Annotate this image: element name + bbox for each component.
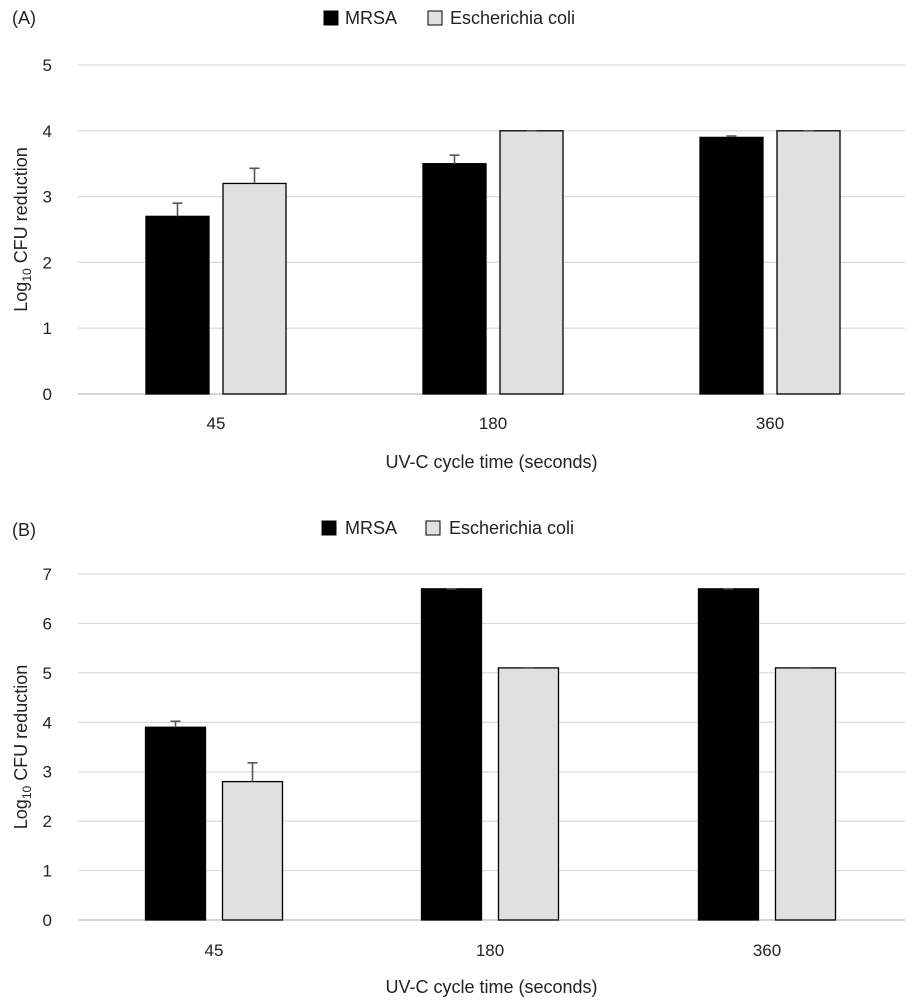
legend: MRSA Escherichia coli [321, 518, 574, 538]
legend-swatch-ecoli [425, 520, 441, 536]
x-tick-label: 360 [753, 941, 781, 960]
y-tick-label: 5 [43, 664, 52, 683]
y-axis-title-base: Log [11, 799, 31, 829]
y-axis-title-subscript: 10 [20, 786, 34, 800]
y-tick-label: 0 [43, 911, 52, 930]
legend-label-ecoli: Escherichia coli [449, 518, 574, 538]
bar-ecoli [774, 667, 837, 921]
bar-mrsa [699, 136, 764, 395]
y-tick-label: 1 [43, 319, 52, 338]
y-tick-label: 7 [43, 565, 52, 584]
y-tick-label: 4 [43, 122, 52, 141]
y-axis-title: Log10 CFU reduction [11, 147, 34, 311]
bar-ecoli [222, 182, 287, 395]
bar-mrsa [145, 215, 210, 395]
legend-label-mrsa: MRSA [345, 8, 397, 28]
y-tick-label: 5 [43, 56, 52, 75]
x-axis-title: UV-C cycle time (seconds) [385, 977, 597, 997]
y-axis-title: Log10 CFU reduction [11, 665, 34, 829]
legend-label-ecoli: Escherichia coli [450, 8, 575, 28]
y-tick-label: 0 [43, 385, 52, 404]
y-tick-label: 4 [43, 713, 52, 732]
x-tick-label: 360 [756, 414, 784, 433]
x-tick-label: 180 [476, 941, 504, 960]
x-tick-label: 180 [479, 414, 507, 433]
legend: MRSA Escherichia coli [323, 8, 575, 28]
y-axis-title-rest: CFU reduction [11, 147, 31, 268]
x-tick-label: 45 [205, 941, 224, 960]
bar-mrsa [422, 163, 487, 395]
bar-mrsa [420, 588, 483, 921]
legend-swatch-mrsa [323, 10, 339, 26]
y-axis-title-base: Log [11, 282, 31, 312]
y-tick-label: 3 [43, 763, 52, 782]
legend-label-mrsa: MRSA [345, 518, 397, 538]
legend-swatch-ecoli [427, 10, 443, 26]
bar-ecoli [499, 130, 564, 395]
bar-mrsa [697, 588, 760, 921]
panel-label: (A) [12, 8, 36, 28]
y-tick-label: 2 [43, 253, 52, 272]
bar-ecoli [497, 667, 560, 921]
y-tick-label: 3 [43, 188, 52, 207]
legend-swatch-mrsa [321, 520, 337, 536]
y-tick-label: 1 [43, 862, 52, 881]
panel-label: (B) [12, 520, 36, 540]
y-tick-label: 2 [43, 812, 52, 831]
x-tick-label: 45 [207, 414, 226, 433]
bar-mrsa [144, 726, 207, 921]
bar-ecoli [776, 130, 841, 395]
y-axis-title-subscript: 10 [20, 268, 34, 282]
bar-ecoli [221, 780, 284, 921]
y-tick-label: 6 [43, 614, 52, 633]
y-axis-title-rest: CFU reduction [11, 665, 31, 786]
x-axis-title: UV-C cycle time (seconds) [385, 452, 597, 472]
